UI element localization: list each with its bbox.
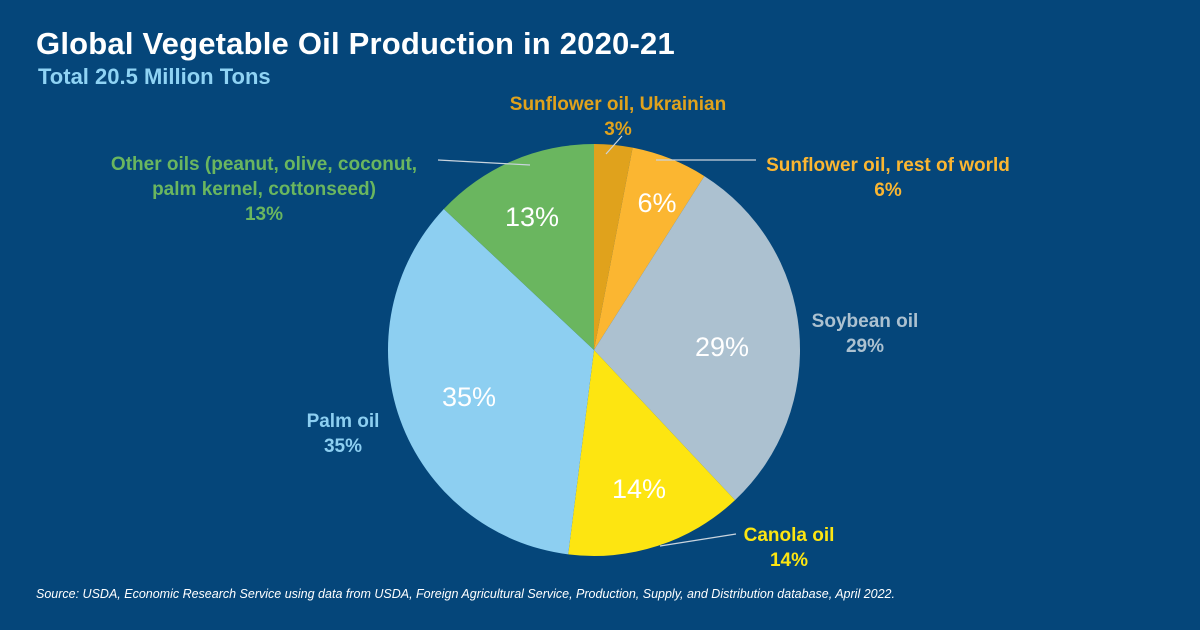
slice-inner-label: 35%	[442, 382, 496, 412]
slice-value-label: 35%	[324, 436, 362, 457]
pie-slice	[443, 144, 594, 350]
pie-slice	[568, 350, 736, 557]
slice-name-label: Sunflower oil, rest of world	[766, 155, 1010, 176]
slice-name-label: palm kernel, cottonseed)	[152, 179, 376, 200]
slice-value-label: 13%	[245, 204, 283, 225]
leader-line	[437, 159, 531, 166]
slice-name-label: Soybean oil	[812, 311, 919, 332]
leader-line	[605, 135, 623, 155]
slice-name-label: Sunflower oil, Ukrainian	[510, 94, 726, 115]
pie-slice	[594, 147, 705, 350]
slice-value-label: 29%	[846, 336, 884, 357]
leader-line	[659, 533, 737, 547]
slice-name-label: Other oils (peanut, olive, coconut,	[111, 154, 417, 175]
chart-title: Global Vegetable Oil Production in 2020-…	[36, 26, 675, 61]
slice-inner-label: 14%	[612, 474, 666, 504]
slice-inner-label: 29%	[695, 332, 749, 362]
pie-slice	[594, 176, 801, 501]
slice-value-label: 3%	[604, 119, 632, 140]
slice-name-label: Canola oil	[744, 525, 835, 546]
slice-inner-label: 13%	[505, 202, 559, 232]
slice-inner-label: 6%	[637, 188, 676, 218]
slice-value-label: 6%	[874, 180, 902, 201]
pie-slice	[594, 144, 633, 350]
pie-slice	[387, 208, 594, 555]
chart-subtitle: Total 20.5 Million Tons	[38, 64, 271, 89]
slice-name-label: Palm oil	[307, 411, 380, 432]
slice-value-label: 14%	[770, 550, 808, 571]
source-note: Source: USDA, Economic Research Service …	[36, 587, 895, 601]
